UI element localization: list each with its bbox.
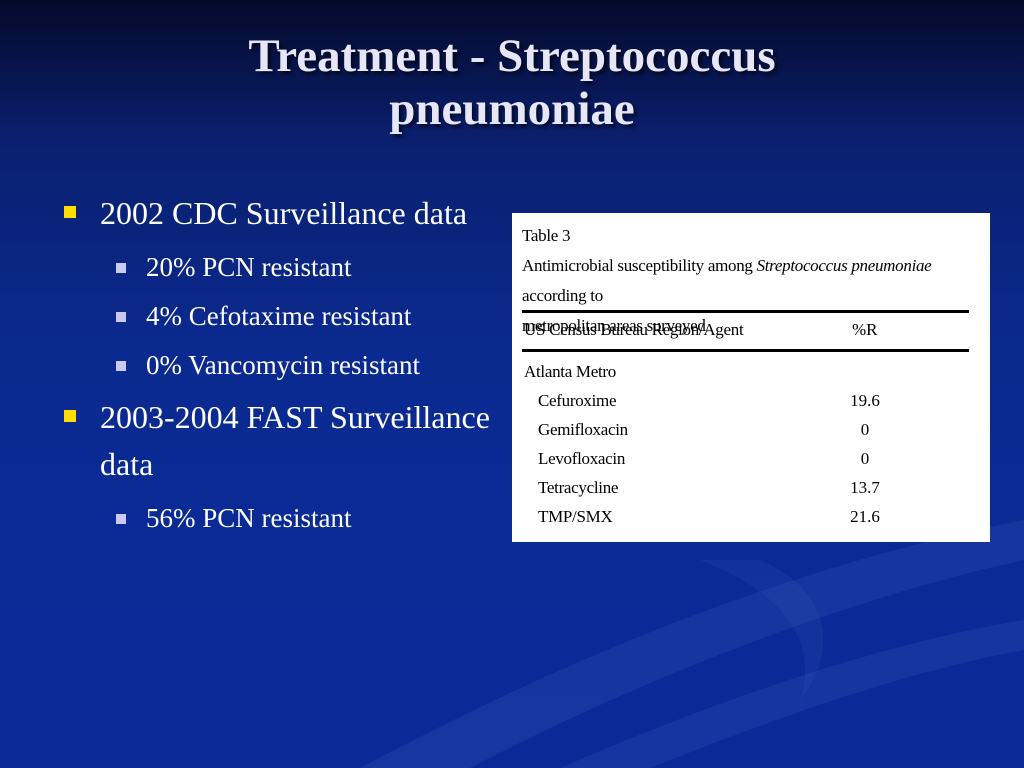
susceptibility-table: Table 3 Antimicrobial susceptibility amo… bbox=[512, 213, 990, 542]
sub-bullet-text: 0% Vancomycin resistant bbox=[146, 350, 420, 380]
caption-organism: Streptococcus pneumoniae bbox=[756, 256, 932, 275]
bullet-list: 2002 CDC Surveillance data 20% PCN resis… bbox=[60, 190, 500, 543]
bullet-text: 2003-2004 FAST Surveillance data bbox=[100, 399, 490, 482]
square-bullet-icon bbox=[64, 410, 76, 422]
bullet-item: 2002 CDC Surveillance data bbox=[60, 190, 500, 237]
table-row-value: 13.7 bbox=[850, 478, 880, 497]
square-bullet-icon bbox=[116, 361, 126, 371]
square-bullet-icon bbox=[116, 263, 126, 273]
table-row-agent: Levofloxacin bbox=[538, 449, 626, 468]
table-header-rule bbox=[522, 349, 969, 352]
column-header-agent: US Census Bureau Region/Agent bbox=[524, 320, 744, 339]
slide-title-line2: pneumoniae bbox=[389, 82, 635, 135]
sub-bullet-item: 56% PCN resistant bbox=[60, 494, 500, 543]
caption-text-end: according to bbox=[522, 286, 603, 305]
slide-title: Treatment - Streptococcus pneumoniae bbox=[0, 30, 1024, 135]
table-row-value: 21.6 bbox=[850, 507, 880, 526]
slide-title-line1: Treatment - Streptococcus bbox=[248, 30, 776, 82]
sub-bullet-item: 4% Cefotaxime resistant bbox=[60, 292, 500, 341]
table-row-agent: Gemifloxacin bbox=[538, 420, 628, 439]
caption-text: Antimicrobial susceptibility among bbox=[522, 256, 757, 275]
table-row-agent: Tetracycline bbox=[538, 478, 619, 497]
table-row-value: 0 bbox=[860, 449, 870, 468]
sub-bullet-text: 20% PCN resistant bbox=[146, 252, 352, 282]
sub-bullet-item: 20% PCN resistant bbox=[60, 243, 500, 292]
table-caption: Table 3 Antimicrobial susceptibility amo… bbox=[522, 221, 984, 341]
bullet-item: 2003-2004 FAST Surveillance data bbox=[60, 394, 500, 488]
table-row-value: 19.6 bbox=[850, 391, 880, 410]
square-bullet-icon bbox=[64, 206, 76, 218]
table-row-agent: TMP/SMX bbox=[538, 507, 613, 526]
table-number: Table 3 bbox=[522, 226, 571, 245]
table-caption-line3: metropolitan areas surveyed bbox=[522, 316, 706, 335]
square-bullet-icon bbox=[116, 312, 126, 322]
table-top-rule bbox=[522, 310, 969, 313]
sub-bullet-text: 56% PCN resistant bbox=[146, 503, 352, 533]
sub-bullet-text: 4% Cefotaxime resistant bbox=[146, 301, 412, 331]
square-bullet-icon bbox=[116, 514, 126, 524]
table-group-label: Atlanta Metro bbox=[524, 362, 616, 381]
table-caption-line: Antimicrobial susceptibility among Strep… bbox=[522, 251, 984, 311]
column-header-resistance: %R bbox=[852, 320, 878, 339]
table-row-value: 0 bbox=[860, 420, 870, 439]
sub-bullet-item: 0% Vancomycin resistant bbox=[60, 341, 500, 390]
bullet-text: 2002 CDC Surveillance data bbox=[100, 195, 468, 231]
table-row-agent: Cefuroxime bbox=[538, 391, 617, 410]
